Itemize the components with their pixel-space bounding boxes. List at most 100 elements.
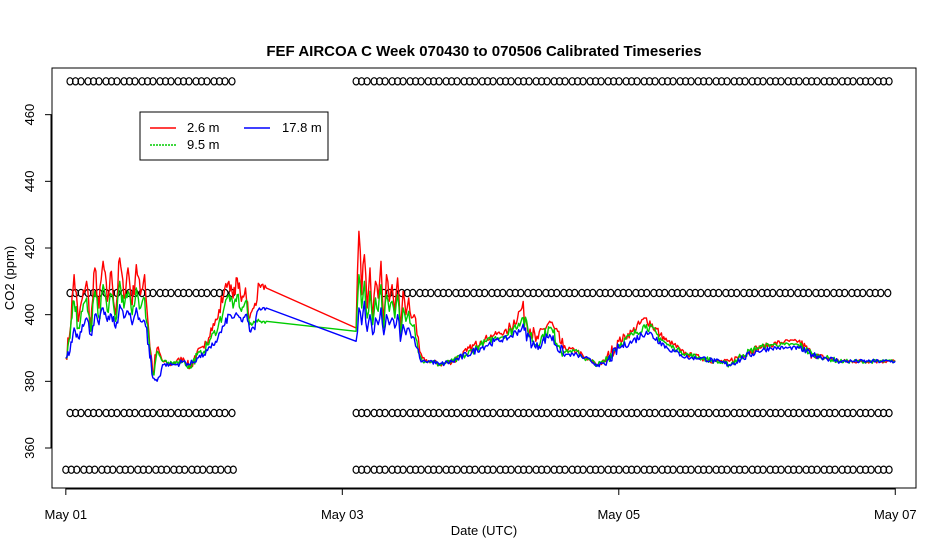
flag-marker-3-0-28 <box>229 465 237 474</box>
flag-marker-2-1-11 <box>417 408 425 418</box>
flag-marker-3-1-32 <box>543 465 551 474</box>
flag-marker-2-1-14 <box>435 408 443 418</box>
flag-marker-3-1-86 <box>867 465 875 474</box>
flag-marker-3-1-89 <box>885 465 893 474</box>
flag-marker-2-1-59 <box>705 408 713 418</box>
flag-marker-2-0-5 <box>95 408 103 418</box>
legend-label-17-8m: 17.8 m <box>282 120 322 135</box>
flag-marker-1-1-62 <box>751 288 759 298</box>
flag-marker-3-1-83 <box>849 465 857 474</box>
flag-marker-3-0-11 <box>127 465 135 474</box>
flag-marker-2-1-50 <box>651 408 659 418</box>
series-lines <box>65 230 896 382</box>
flag-marker-0-1-89 <box>885 77 893 86</box>
flag-marker-2-1-8 <box>399 408 407 418</box>
series-line-1 <box>65 274 896 376</box>
flag-marker-2-1-86 <box>867 408 875 418</box>
flag-marker-1-1-38 <box>607 288 615 298</box>
flag-marker-0-0-20 <box>185 77 193 86</box>
flag-marker-3-1-14 <box>435 465 443 474</box>
flag-marker-1-1-5 <box>409 288 417 298</box>
flag-marker-0-1-23 <box>489 77 497 86</box>
flag-marker-1-1-74 <box>823 288 831 298</box>
flag-marker-2-1-47 <box>633 408 641 418</box>
flag-marker-1-1-2 <box>391 288 399 298</box>
flag-marker-3-1-53 <box>669 465 677 474</box>
flag-marker-0-1-68 <box>759 77 767 86</box>
flag-marker-2-1-35 <box>561 408 569 418</box>
x-tick-label-0: May 01 <box>45 507 88 522</box>
flag-marker-0-1-83 <box>849 77 857 86</box>
x-axis: May 01 May 03 May 05 May 07 <box>45 488 917 522</box>
flag-marker-0-0-23 <box>203 77 211 86</box>
flag-marker-2-1-80 <box>831 408 839 418</box>
flag-marker-1-1-8 <box>427 288 435 298</box>
flag-marker-1-1-32 <box>571 288 579 298</box>
flag-marker-0-1-80 <box>831 77 839 86</box>
flag-marker-3-1-29 <box>525 465 533 474</box>
flag-marker-2-0-2 <box>77 408 85 418</box>
flag-marker-1-1-29 <box>553 288 561 298</box>
x-axis-label: Date (UTC) <box>451 523 517 538</box>
flag-marker-2-1-44 <box>615 408 623 418</box>
flag-marker-3-1-11 <box>417 465 425 474</box>
flag-marker-0-1-56 <box>687 77 695 86</box>
flag-marker-1-1-84 <box>884 288 892 298</box>
flag-marker-3-0-26 <box>217 465 225 474</box>
flag-marker-0-1-41 <box>597 77 605 86</box>
flag-marker-0-1-44 <box>615 77 623 86</box>
flag-marker-1-0-23 <box>203 288 211 298</box>
y-tick-label-1: 380 <box>22 370 37 392</box>
flag-marker-2-1-26 <box>507 408 515 418</box>
flag-marker-3-1-5 <box>381 465 389 474</box>
plot-frame <box>51 67 917 489</box>
flag-marker-1-1-26 <box>535 288 543 298</box>
flag-marker-2-1-23 <box>489 408 497 418</box>
flag-marker-2-0-8 <box>113 408 121 418</box>
flag-marker-3-1-23 <box>489 465 497 474</box>
flag-marker-1-0-17 <box>167 288 175 298</box>
flag-marker-3-1-80 <box>831 465 839 474</box>
flag-marker-1-1-11 <box>445 288 453 298</box>
flag-marker-1-1-59 <box>733 288 741 298</box>
flag-marker-0-0-2 <box>77 77 85 86</box>
flag-marker-3-0-20 <box>181 465 189 474</box>
y-tick-label-2: 400 <box>22 304 37 326</box>
flag-marker-3-1-47 <box>633 465 641 474</box>
flag-marker-3-1-77 <box>813 465 821 474</box>
flag-marker-2-1-68 <box>759 408 767 418</box>
flag-marker-3-1-59 <box>705 465 713 474</box>
y-tick-label-3: 420 <box>22 237 37 259</box>
flag-marker-2-1-41 <box>597 408 605 418</box>
flag-marker-2-1-17 <box>453 408 461 418</box>
flag-marker-2-0-17 <box>167 408 175 418</box>
flag-marker-0-1-35 <box>561 77 569 86</box>
flag-marker-3-1-71 <box>777 465 785 474</box>
flag-marker-3-1-50 <box>651 465 659 474</box>
flag-marker-3-0-2 <box>73 465 81 474</box>
flag-marker-1-1-71 <box>805 288 813 298</box>
flag-marker-1-1-20 <box>499 288 507 298</box>
flag-marker-2-1-71 <box>777 408 785 418</box>
flag-marker-2-1-32 <box>543 408 551 418</box>
flag-marker-2-1-77 <box>813 408 821 418</box>
flag-marker-1-1-80 <box>859 288 867 298</box>
flag-marker-3-0-14 <box>145 465 153 474</box>
flag-marker-0-1-86 <box>867 77 875 86</box>
flag-marker-3-1-41 <box>597 465 605 474</box>
y-tick-label-4: 440 <box>22 170 37 192</box>
flag-marker-3-1-35 <box>561 465 569 474</box>
flag-marker-3-0-23 <box>199 465 207 474</box>
x-tick-label-1: May 03 <box>321 507 364 522</box>
flag-marker-3-1-74 <box>795 465 803 474</box>
flag-marker-0-1-29 <box>525 77 533 86</box>
flag-marker-2-0-27 <box>228 408 236 418</box>
flag-marker-0-0-5 <box>95 77 103 86</box>
y-tick-label-5: 460 <box>22 104 37 126</box>
flag-marker-0-1-74 <box>795 77 803 86</box>
flag-marker-0-0-17 <box>167 77 175 86</box>
flag-marker-0-1-53 <box>669 77 677 86</box>
flag-marker-0-1-47 <box>633 77 641 86</box>
y-axis: 360 380 400 420 440 460 <box>22 104 52 459</box>
flag-marker-2-1-29 <box>525 408 533 418</box>
